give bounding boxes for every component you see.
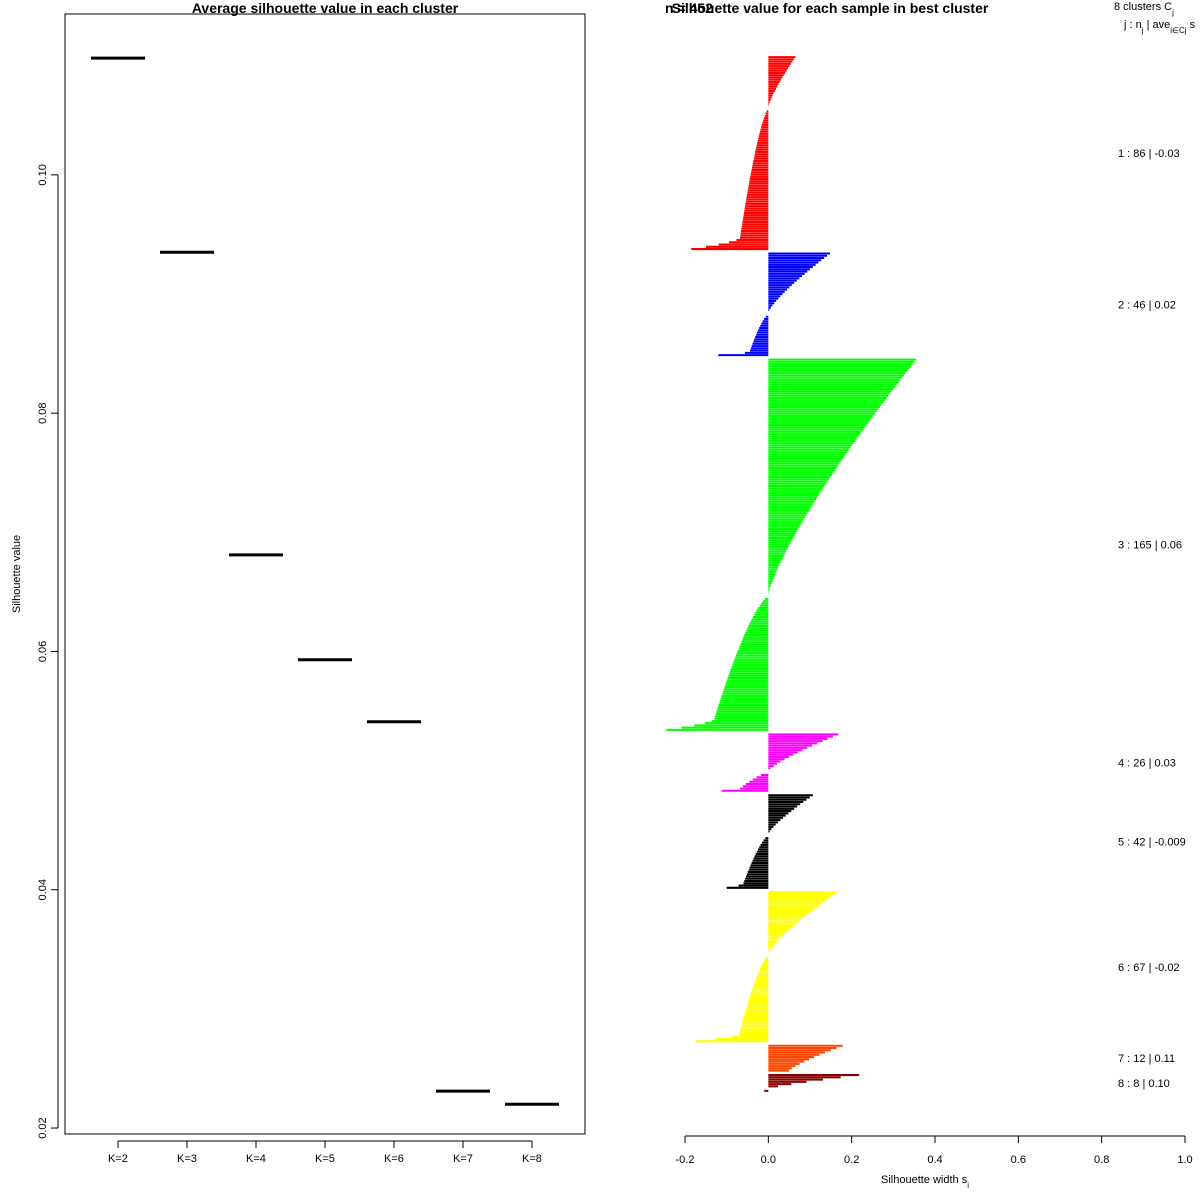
left-y-tick-label-2: 0.06 (37, 641, 49, 662)
left-title: Average silhouette value in each cluster (192, 0, 459, 16)
left-y-tick-label-1: 0.04 (37, 879, 49, 900)
cluster-label-6: 6 : 67 | -0.02 (1118, 962, 1180, 974)
cluster-4-bars (721, 733, 839, 792)
left-ylabel: Silhouette value (11, 535, 23, 613)
left-plot-frame (64, 13, 586, 1135)
left-y-tick-label-3: 0.08 (37, 402, 49, 423)
cluster-label-4: 4 : 26 | 0.03 (1118, 758, 1176, 770)
right-title: Silhouette value for each sample in best… (672, 0, 989, 16)
left-x-tick-label-K=2: K=2 (108, 1153, 128, 1165)
right-x-tick-label-3: 0.4 (927, 1154, 942, 1166)
left-x-tick-label-K=5: K=5 (315, 1153, 335, 1165)
left-y-tick-label-0: 0.02 (37, 1117, 49, 1138)
right-x-tick-label-5: 0.8 (1094, 1154, 1109, 1166)
left-marks (91, 56, 559, 1106)
left-x-tick-label-K=6: K=6 (384, 1153, 404, 1165)
left-x-tick-label-K=8: K=8 (522, 1153, 542, 1165)
left-x-axis: K=2 K=3 K=4 K=5 K=6 K=7 K=8 (108, 1140, 542, 1165)
cluster-5-bars (726, 794, 813, 889)
left-x-tick-label-K=4: K=4 (246, 1153, 266, 1165)
right-xlabel: Silhouette width si (881, 1174, 969, 1190)
right-x-tick-label-4: 0.6 (1011, 1154, 1026, 1166)
right-panel: n = 452 Silhouette value for each sample… (665, 0, 1196, 1190)
left-panel: Average silhouette value in each cluster… (11, 0, 586, 1165)
cluster-2-bars (718, 252, 830, 357)
left-y-tick-label-4: 0.10 (37, 164, 49, 185)
right-x-tick-label-0: -0.2 (676, 1154, 695, 1166)
cluster-label-8: 8 : 8 | 0.10 (1118, 1078, 1170, 1090)
cluster-label-1: 1 : 86 | -0.03 (1118, 148, 1180, 160)
cluster-8-bars (764, 1074, 860, 1092)
cluster-labels: 1 : 86 | -0.03 2 : 46 | 0.02 3 : 165 | 0.0… (1118, 148, 1186, 1090)
left-x-tick-label-K=7: K=7 (453, 1153, 473, 1165)
cluster-label-7: 7 : 12 | 0.11 (1118, 1053, 1175, 1065)
right-x-tick-label-2: 0.2 (844, 1154, 859, 1166)
right-header-line1: 8 clusters Cj (1114, 1, 1174, 17)
cluster-6-bars (695, 891, 838, 1043)
cluster-label-5: 5 : 42 | -0.009 (1118, 837, 1186, 849)
left-y-axis: 0.02 0.04 0.06 0.08 0.10 (37, 164, 59, 1139)
cluster-7-bars (768, 1044, 843, 1072)
right-header-line2: j : nj | avei∈Cj s (1123, 19, 1196, 35)
right-x-tick-label-1: 0.0 (761, 1154, 776, 1166)
right-x-tick-label-6: 1.0 (1177, 1154, 1192, 1166)
left-x-tick-label-K=3: K=3 (177, 1153, 197, 1165)
cluster-3-bars (666, 358, 917, 731)
right-x-axis: -0.2 0.0 0.2 0.4 0.6 0.8 1.0 (676, 1135, 1193, 1166)
cluster-1-bars (691, 56, 796, 251)
cluster-label-3: 3 : 165 | 0.06 (1118, 540, 1182, 552)
silhouette-bars (666, 56, 917, 1092)
cluster-label-2: 2 : 46 | 0.02 (1118, 299, 1176, 311)
right-title-overlap: n = 452 (665, 0, 713, 16)
